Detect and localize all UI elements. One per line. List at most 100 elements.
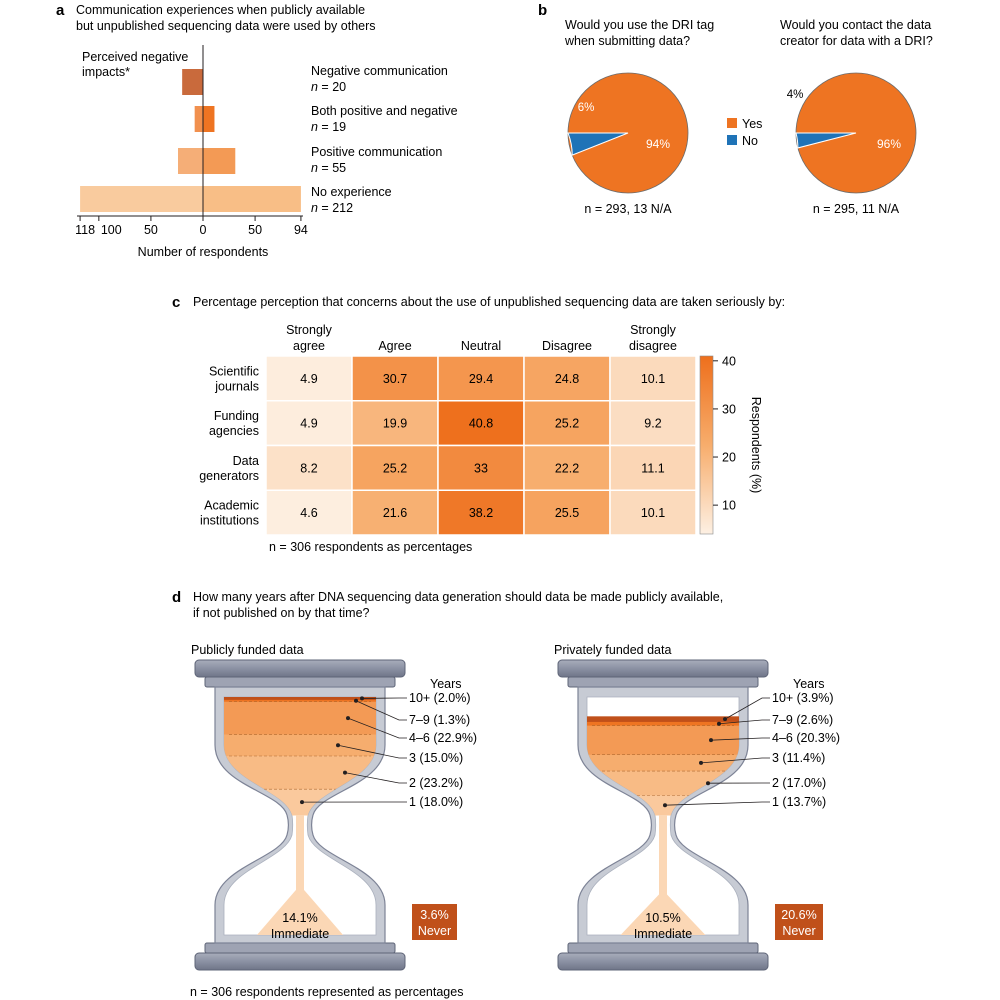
heatmap-cell-data-generators-agree (351, 444, 439, 491)
hgPublic-sand-pile (250, 885, 350, 935)
panel-a: a Communication experiences when publicl… (56, 2, 458, 259)
hgPublic-sand-stream (296, 815, 304, 935)
heatmap-value: 30.7 (383, 372, 407, 386)
heatmap-value: 25.2 (555, 417, 579, 431)
heatmap-col-header-agree: Agree (378, 339, 411, 353)
heatmap-col-header-strongly-disagree-1: Strongly (630, 323, 677, 337)
pie1-no-label: 6% (578, 102, 595, 114)
heatmap-value: 4.6 (300, 506, 317, 520)
heatmap-col-header-disagree: Disagree (542, 339, 592, 353)
hgPrivate-sand-stream (659, 815, 667, 935)
hgPublic-leader-line-4 (344, 772, 407, 784)
bar-a-tick-label-4: 50 (248, 223, 262, 237)
pie1-n-label: n = 293, 13 N/A (584, 202, 672, 216)
hgPrivate-year-label-4: 2 (17.0%) (772, 776, 826, 790)
heatmap-row-header-data-generators-1: Data (233, 454, 259, 468)
legend-yes-swatch (727, 118, 737, 128)
hgPublic-leader-line-2 (347, 717, 407, 739)
bar-a-n-both-positive-and-negative: n = 19 (311, 120, 346, 134)
hgPrivate-leader-line-5 (664, 801, 770, 806)
bar-a-tick-label-2: 50 (144, 223, 158, 237)
heatmap-value: 11.1 (641, 461, 664, 475)
pie1-slice-no (567, 132, 629, 156)
panel-c: c Percentage perception that concerns ab… (172, 294, 785, 554)
heatmap-cell-funding-agencies-neutral (437, 400, 525, 447)
public-hourglass-title: Publicly funded data (191, 643, 304, 657)
heatmap-row-header-scientific-journals-2: journals (214, 379, 259, 393)
heatmap-row-header-academic-institutions-2: institutions (200, 514, 259, 528)
heatmap-cell-data-generators-neutral (437, 444, 525, 491)
bar-a-category-negative-communication: Negative communication (311, 64, 448, 78)
heatmap-value: 4.9 (300, 417, 317, 431)
bar-a-both-positive-and-negative-left (194, 106, 203, 132)
heatmap-value: 38.2 (469, 506, 493, 520)
legend-yes-label: Yes (742, 117, 762, 131)
heatmap-value: 22.2 (555, 461, 579, 475)
hgPublic-year-label-4: 2 (23.2%) (409, 776, 463, 790)
hgPrivate-sand-pile (613, 890, 713, 935)
bar-a-tick-label-5: 94 (294, 223, 308, 237)
heatmap-value: 25.5 (555, 506, 579, 520)
bar-chart-a-ticks: 118 100 50 0 50 94 (75, 216, 308, 237)
heatmap-cell-scientific-journals-strongly-disagree (609, 355, 697, 402)
panel-a-letter: a (56, 2, 65, 19)
panel-d: d How many years after DNA sequencing da… (172, 589, 840, 999)
heatmap-col-header-strongly-disagree-2: disagree (629, 339, 677, 353)
heatmap-row-header-funding-agencies-2: agencies (209, 424, 259, 438)
pie2-n-label: n = 295, 11 N/A (813, 202, 900, 216)
hgPrivate-leader-line-3 (700, 757, 770, 764)
panel-d-title-line1: How many years after DNA sequencing data… (193, 590, 723, 604)
hgPrivate-bottom-plate-lip (567, 942, 759, 954)
pie2-no-label: 4% (787, 89, 804, 101)
hgPrivate-leader-line-1 (718, 719, 770, 725)
bar-a-positive-communication-right (203, 148, 236, 174)
panel-b-letter: b (538, 2, 547, 19)
bar-a-negative-communication-left (182, 69, 203, 95)
hgPublic-immediate-label: Immediate (271, 927, 329, 941)
hgPublic-top-plate (194, 659, 406, 678)
colorbar-tick-label: 10 (722, 499, 736, 513)
legend-no-label: No (742, 134, 758, 148)
hgPublic-bottom-plate-lip (204, 942, 396, 954)
bar-a-both-positive-and-negative-right (203, 106, 215, 132)
hgPublic-bottom-plate (194, 952, 406, 971)
heatmap-cell-academic-institutions-strongly-disagree (609, 489, 697, 536)
heatmap-cell-funding-agencies-strongly-disagree (609, 400, 697, 447)
heatmap-cell-scientific-journals-disagree (523, 355, 611, 402)
colorbar-tick-label: 40 (722, 354, 736, 368)
colorbar-tick-label: 20 (722, 451, 736, 465)
heatmap-row-header-scientific-journals-1: Scientific (209, 364, 259, 378)
bar-a-no-experience-left (80, 186, 203, 212)
panel-d-note: n = 306 respondents represented as perce… (190, 985, 463, 999)
hgPrivate-year-label-3: 3 (11.4%) (772, 751, 825, 765)
hgPublic-year-label-2: 4–6 (22.9%) (409, 731, 477, 745)
heatmap-value: 8.2 (300, 461, 317, 475)
bar-a-category-both-positive-and-negative: Both positive and negative (311, 104, 458, 118)
hgPrivate-sand-layer-0 (587, 716, 739, 723)
hgPrivate-sand-layer-2 (587, 725, 739, 756)
hgPublic-sand-layer-1 (224, 699, 376, 703)
panel-c-note: n = 306 respondents as percentages (269, 540, 472, 554)
hgPublic-year-label-1: 7–9 (1.3%) (409, 713, 470, 727)
bar-a-category-positive-communication: Positive communication (311, 145, 442, 159)
hgPublic-never-label: Never (418, 924, 451, 938)
heatmap-cell-funding-agencies-agree (351, 400, 439, 447)
hgPrivate-sand-layer-1 (587, 721, 739, 727)
heatmap-cell-scientific-journals-neutral (437, 355, 525, 402)
bar-chart-a-xlabel: Number of respondents (138, 245, 269, 259)
heatmap-value: 29.4 (469, 372, 493, 386)
hgPrivate-immediate-label: Immediate (634, 927, 692, 941)
heatmap-value: 25.2 (383, 461, 407, 475)
negative-impacts-label-line2: impacts* (82, 65, 130, 79)
heatmap-value: 10.1 (641, 506, 665, 520)
pie2-yes-label: 96% (877, 137, 901, 151)
hgPublic-never-pct: 3.6% (420, 908, 449, 922)
hgPublic-year-label-3: 3 (15.0%) (409, 751, 463, 765)
panel-a-title-line1: Communication experiences when publicly … (76, 3, 365, 17)
bar-a-positive-communication-left (178, 148, 203, 174)
heatmap-value: 10.1 (641, 372, 665, 386)
pie2-question-line2: creator for data with a DRI? (780, 34, 933, 48)
heatmap-row-header-funding-agencies-1: Funding (214, 409, 259, 423)
